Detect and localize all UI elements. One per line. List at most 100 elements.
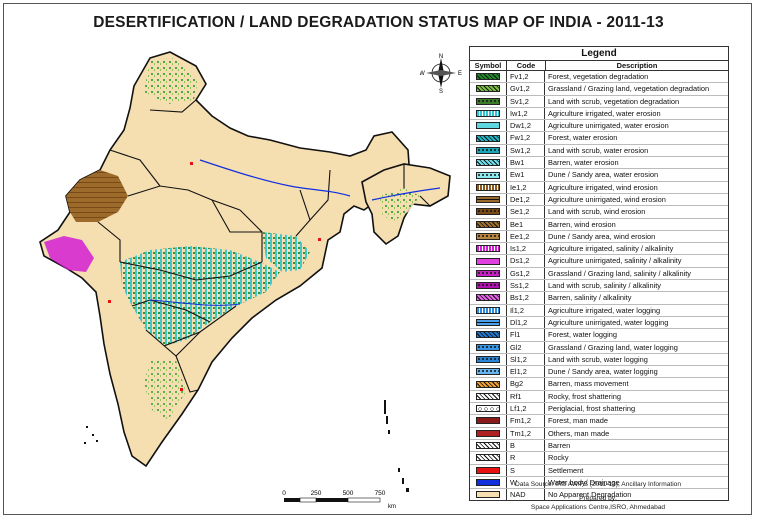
legend-symbol-cell: [470, 292, 507, 304]
settlement-marker: [190, 162, 193, 165]
legend-row: Gs1,2 Grassland / Grazing land, salinity …: [470, 267, 728, 281]
legend-row: Lf1,2 Periglacial, frost shattering: [470, 403, 728, 416]
legend-header-description: Description: [616, 61, 658, 70]
legend-row: Sv1,2 Land with scrub, vegetation degrada…: [470, 95, 728, 108]
legend-description: Forest, vegetation degradation: [548, 72, 649, 81]
legend-code: Sv1,2: [507, 95, 545, 107]
legend-row: Bs1,2 Barren, salinity / alkalinity: [470, 292, 728, 305]
legend-code: Il1,2: [507, 304, 545, 316]
legend-row: Iw1,2 Agriculture irrigated, water erosio…: [470, 107, 728, 121]
legend-description: Agriculture irrigated, salinity / alkali…: [548, 244, 674, 254]
legend-row: Gv1,2 Grassland / Grazing land, vegetatio…: [470, 83, 728, 96]
legend-row: NAD No Apparent Degradation: [470, 489, 728, 501]
legend-symbol-cell: [470, 120, 507, 132]
map-title: DESERTIFICATION / LAND DEGRADATION STATU…: [93, 14, 664, 31]
legend-symbol-cell: [470, 169, 507, 181]
legend-code: Tm1,2: [507, 427, 545, 439]
legend-row: Dl1,2 Agriculture unirrigated, water logg…: [470, 316, 728, 330]
brahmaputra-river: [371, 187, 441, 201]
state-boundaries: [97, 99, 431, 393]
legend-row: Il1,2 Agriculture irrigated, water loggin…: [470, 304, 728, 317]
legend-description: Land with scrub, water erosion: [548, 145, 649, 155]
legend-row: W Water body/ Drainage: [470, 476, 728, 490]
legend-description: Forest, man made: [548, 416, 608, 426]
legend-symbol-cell: [470, 316, 507, 329]
legend-swatch: [476, 355, 500, 363]
legend-code: Fw1,2: [507, 132, 545, 144]
legend-swatch: [476, 220, 500, 228]
eastern-water-erosion-zone: [262, 232, 310, 272]
legend-description: Land with scrub, wind erosion: [548, 207, 646, 217]
legend-row: Fw1,2 Forest, water erosion: [470, 132, 728, 145]
legend-swatch: [476, 466, 500, 474]
legend-swatch: [476, 491, 500, 499]
legend-code: Iw1,2: [507, 107, 545, 120]
legend-code: Fm1,2: [507, 415, 545, 427]
legend-swatch: [476, 392, 500, 400]
legend-swatch: [476, 478, 500, 486]
legend-header-code: Code: [507, 61, 546, 70]
legend-row: Fv1,2 Forest, vegetation degradation: [470, 71, 728, 84]
legend-description: Forest, water erosion: [548, 133, 618, 143]
legend-swatch: [476, 122, 500, 130]
legend-row: S Settlement: [470, 464, 728, 477]
legend-swatch: [476, 208, 500, 216]
legend-header-row: Symbol Code Description: [470, 61, 728, 71]
legend-swatch: [476, 294, 500, 302]
legend-swatch: [476, 429, 500, 437]
legend-description: Water body/ Drainage: [548, 477, 620, 487]
legend-swatch: [476, 343, 500, 351]
legend-swatch: [476, 233, 500, 240]
legend-symbol-cell: [470, 366, 507, 378]
legend-swatch: [476, 331, 500, 339]
legend-symbol-cell: [470, 181, 507, 193]
legend-swatch: [476, 85, 500, 93]
legend-description: Land with scrub, water logging: [548, 354, 648, 364]
legend-row: Dw1,2 Agriculture unirrigated, water eros…: [470, 120, 728, 133]
legend-symbol-cell: [470, 439, 507, 452]
legend-symbol-cell: [470, 107, 507, 120]
legend-row: Is1,2 Agriculture irrigated, salinity / a…: [470, 243, 728, 256]
legend-row: Ew1 Dune / Sandy area, water erosion: [470, 169, 728, 182]
legend-symbol-cell: [470, 230, 507, 243]
legend-row: R Rocky: [470, 452, 728, 465]
legend-row: Ss1,2 Land with scrub, salinity / alkalin…: [470, 280, 728, 293]
central-water-erosion-zone: [120, 246, 280, 346]
legend-code: Is1,2: [507, 243, 545, 255]
legend-swatch: [476, 454, 500, 462]
legend-code: Se1,2: [507, 206, 545, 218]
prepared-by-label: Prepared by:: [579, 495, 617, 502]
legend-swatch: [476, 245, 500, 253]
legend-code: Ee1,2: [507, 230, 545, 243]
legend-symbol-cell: [470, 353, 507, 366]
settlement-marker: [108, 300, 111, 303]
ganga-river: [199, 159, 351, 197]
legend-row: B Barren: [470, 439, 728, 453]
legend-description: Barren, mass movement: [548, 379, 629, 389]
legend-code: Dw1,2: [507, 120, 545, 132]
legend-row: Ds1,2 Agriculture unirrigated, salinity /…: [470, 255, 728, 268]
compass-east: E: [458, 71, 462, 77]
legend-description: Agriculture unirrigated, wind erosion: [548, 194, 666, 204]
legend-description: Others, man made: [548, 428, 610, 438]
legend-swatch: [476, 110, 500, 118]
legend-code: Bw1: [507, 157, 545, 169]
legend-description: Settlement: [548, 465, 584, 475]
legend-swatch: [476, 405, 500, 413]
legend-symbol-cell: [470, 390, 507, 403]
legend-code: Sw1,2: [507, 144, 545, 157]
legend-row: Gl2 Grassland / Grazing land, water loggi…: [470, 341, 728, 354]
prepared-by-org: Space Applications Centre,ISRO, Ahmedaba…: [530, 504, 666, 511]
legend-title: Legend: [470, 47, 728, 61]
legend-description: Grassland / Grazing land, salinity / alk…: [548, 268, 691, 278]
legend-swatch: [476, 380, 500, 388]
legend-row: De1,2 Agriculture unirrigated, wind erosi…: [470, 193, 728, 207]
legend-code: Be1: [507, 218, 545, 230]
legend-symbol-cell: [470, 267, 507, 280]
legend-code: Ss1,2: [507, 280, 545, 292]
legend-description: Barren, water erosion: [548, 158, 619, 168]
legend-symbol-cell: [470, 280, 507, 292]
legend-symbol-cell: [470, 378, 507, 390]
legend-description: Agriculture unirrigated, water logging: [548, 317, 669, 327]
legend-swatch: [476, 73, 500, 81]
